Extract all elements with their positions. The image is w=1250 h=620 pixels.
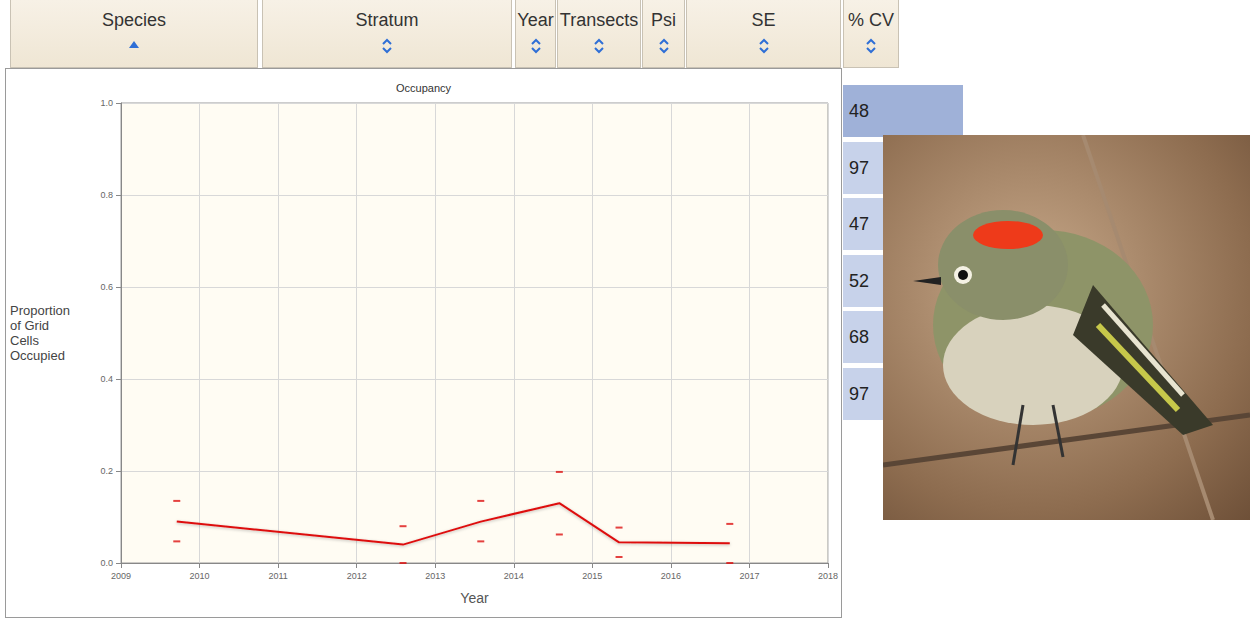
svg-text:0.2: 0.2 [100,466,113,476]
svg-text:of Grid: of Grid [10,318,49,333]
html-text:Stratum: Stratum [355,10,419,30]
html-text:97: 97 [849,383,869,404]
html-text:47: 47 [849,213,869,234]
html-text:% CV: % CV [848,10,894,30]
svg-text:Proportion: Proportion [10,303,70,318]
svg-text:2013: 2013 [425,571,445,581]
svg-text:2012: 2012 [347,571,367,581]
html-text:SE: SE [751,10,776,30]
html-text:Year Transects: Year Transects [517,10,639,30]
svg-text:Occupied: Occupied [10,348,65,363]
svg-text:2018: 2018 [818,571,838,581]
svg-text:2015: 2015 [582,571,602,581]
svg-text:2010: 2010 [190,571,210,581]
svg-text:0.8: 0.8 [100,190,113,200]
svg-text:2009: 2009 [111,571,131,581]
html-text:Species: Species [102,10,166,30]
html-text:48: 48 [849,100,869,121]
svg-text:2011: 2011 [268,571,287,581]
html-text:52: 52 [849,270,869,291]
svg-text:0.0: 0.0 [100,558,113,568]
svg-text:Occupancy: Occupancy [396,82,452,94]
html-text:Psi: Psi [651,10,676,30]
svg-text:2016: 2016 [661,571,681,581]
html-text:68: 68 [849,326,869,347]
svg-text:0.4: 0.4 [100,374,113,384]
svg-text:1.0: 1.0 [100,98,113,108]
svg-text:Year: Year [460,590,489,606]
svg-text:Cells: Cells [10,333,39,348]
svg-text:2014: 2014 [504,571,524,581]
svg-text:0.6: 0.6 [100,282,113,292]
svg-text:2017: 2017 [739,571,759,581]
html-text:97: 97 [849,157,869,178]
